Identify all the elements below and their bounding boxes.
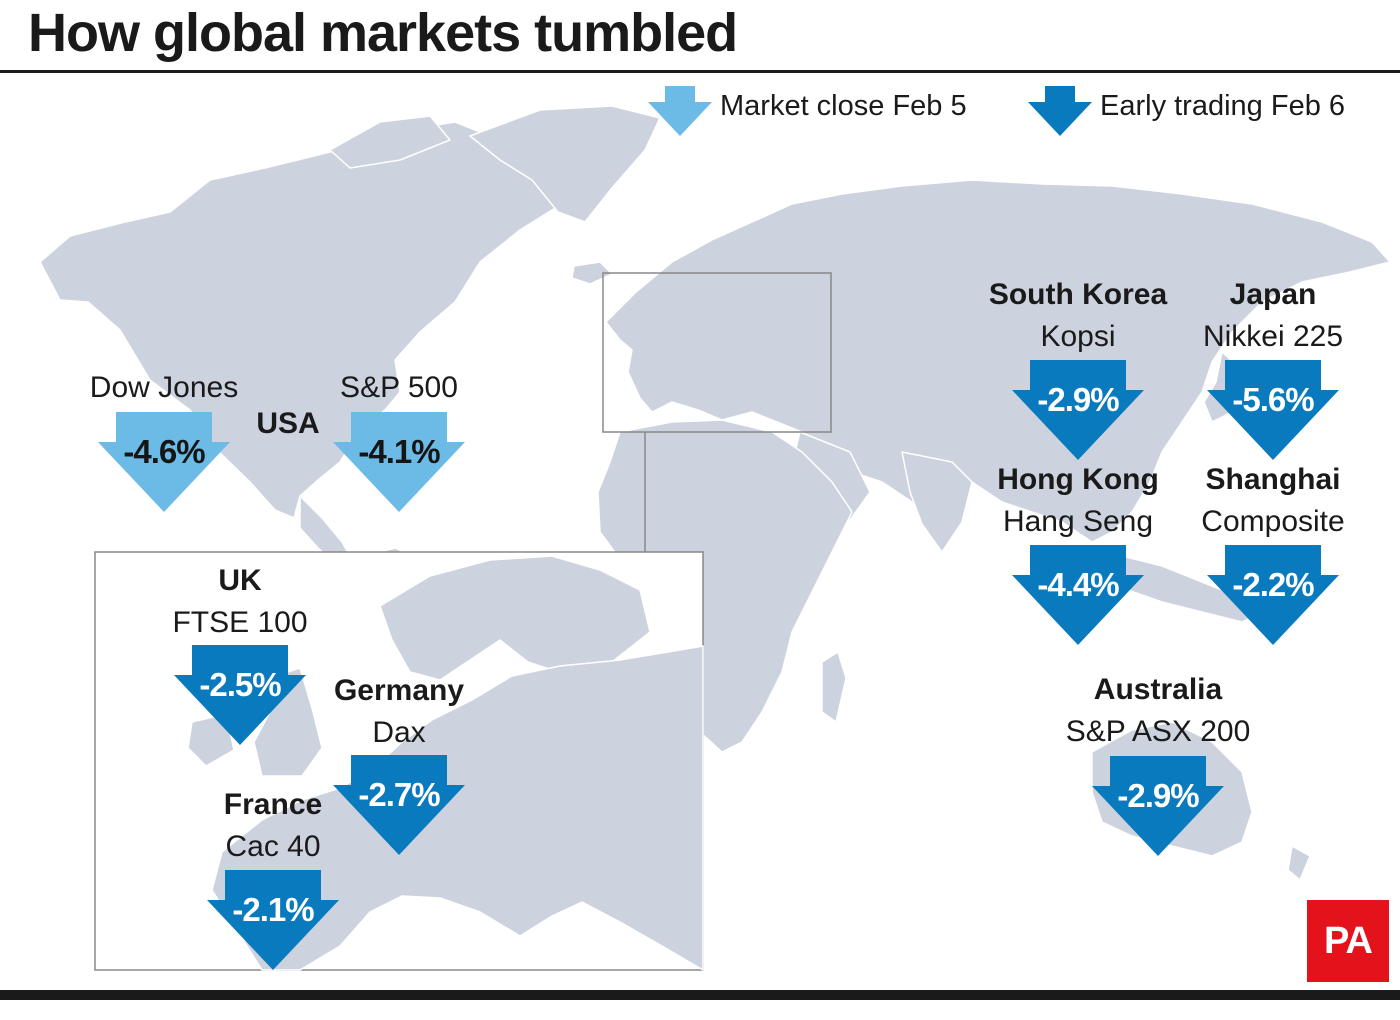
legend-close-label: Market close Feb 5 xyxy=(720,90,967,122)
legend-market-close: Market close Feb 5 xyxy=(648,86,998,136)
australia-index-label: S&P ASX 200 xyxy=(1065,715,1251,748)
landmass-greenland xyxy=(469,105,661,223)
usa-sp-arrow: -4.1% xyxy=(333,412,465,562)
usa-sp-label: S&P 500 xyxy=(340,371,458,404)
landmass-new-zealand xyxy=(1287,845,1311,881)
footer-rule xyxy=(0,990,1400,1000)
arrow-down-icon xyxy=(333,412,465,512)
germany-country-label: Germany xyxy=(333,674,465,707)
japan-index-label: Nikkei 225 xyxy=(1202,320,1344,353)
south-korea-country-label: South Korea xyxy=(988,278,1168,311)
shanghai-country-label: Shanghai xyxy=(1205,463,1341,496)
france-index-label: Cac 40 xyxy=(225,830,321,863)
landmass-iceland xyxy=(571,261,613,285)
arrow-down-icon xyxy=(1012,545,1144,645)
usa-dow-arrow: -4.6% xyxy=(98,412,230,562)
landmass-india xyxy=(901,451,973,553)
france-arrow: -2.1% xyxy=(207,870,339,1020)
shanghai-index-label: Composite xyxy=(1201,505,1345,538)
europe-locator-box xyxy=(602,272,832,433)
japan-value: -5.6% xyxy=(1232,381,1314,418)
shanghai-arrow: -2.2% xyxy=(1207,545,1339,695)
legend-arrow-close-icon xyxy=(648,86,712,136)
france-country-label: France xyxy=(223,788,323,821)
france-value: -2.1% xyxy=(232,891,314,928)
south-korea-index-label: Kopsi xyxy=(1040,320,1116,353)
uk-index-label: FTSE 100 xyxy=(172,606,308,639)
arrow-down-icon xyxy=(174,645,306,745)
australia-arrow: -2.9% xyxy=(1092,756,1224,906)
title-rule xyxy=(0,70,1400,73)
hong-kong-index-label: Hang Seng xyxy=(1002,505,1154,538)
usa-country-label: USA xyxy=(256,407,320,440)
legend-early-label: Early trading Feb 6 xyxy=(1100,90,1346,122)
japan-country-label: Japan xyxy=(1229,278,1317,311)
usa-sp-value: -4.1% xyxy=(358,433,440,470)
legend-early-trading: Early trading Feb 6 xyxy=(1028,86,1390,136)
pa-logo: PA xyxy=(1307,900,1389,982)
usa-dow-value: -4.6% xyxy=(123,433,205,470)
uk-country-label: UK xyxy=(218,564,262,597)
uk-value: -2.5% xyxy=(199,666,281,703)
chart-title: How global markets tumbled xyxy=(28,3,738,63)
germany-arrow: -2.7% xyxy=(333,755,465,905)
hong-kong-arrow: -4.4% xyxy=(1012,545,1144,695)
hong-kong-value: -4.4% xyxy=(1037,566,1119,603)
arrow-down-icon xyxy=(333,755,465,855)
usa-dow-label: Dow Jones xyxy=(89,371,239,404)
landmass-eurasia xyxy=(605,179,1391,543)
germany-value: -2.7% xyxy=(358,776,440,813)
shanghai-value: -2.2% xyxy=(1232,566,1314,603)
landmass-arctic-islands xyxy=(329,115,451,169)
inset-mainland-europe xyxy=(211,645,704,971)
south-korea-value: -2.9% xyxy=(1037,381,1119,418)
legend-arrow-early-icon xyxy=(1028,86,1092,136)
arrow-down-icon xyxy=(98,412,230,512)
australia-value: -2.9% xyxy=(1117,777,1199,814)
south-korea-arrow: -2.9% xyxy=(1012,360,1144,510)
landmass-madagascar xyxy=(821,651,847,723)
australia-country-label: Australia xyxy=(1093,673,1223,706)
arrow-down-icon xyxy=(1207,360,1339,460)
arrow-down-icon xyxy=(207,870,339,970)
arrow-down-icon xyxy=(1207,545,1339,645)
germany-index-label: Dax xyxy=(372,716,426,749)
uk-arrow: -2.5% xyxy=(174,645,306,795)
japan-arrow: -5.6% xyxy=(1207,360,1339,510)
arrow-down-icon xyxy=(1012,360,1144,460)
arrow-down-icon xyxy=(1092,756,1224,856)
hong-kong-country-label: Hong Kong xyxy=(997,463,1159,496)
